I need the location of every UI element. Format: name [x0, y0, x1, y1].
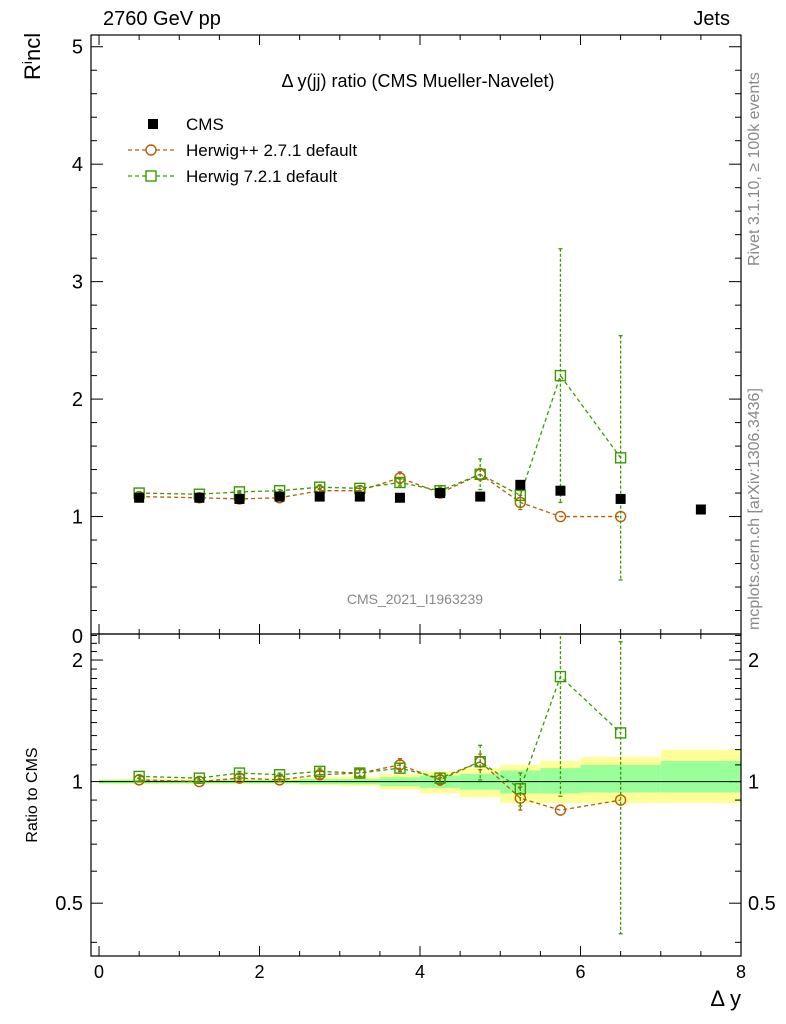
herwig7-ratio-point	[434, 772, 446, 784]
herwig7-ratio-point	[193, 772, 206, 784]
y-axis-title-part: R	[20, 64, 45, 80]
cms-top-point	[394, 492, 405, 503]
cms-top-point	[354, 491, 365, 502]
band-green-segment	[660, 760, 741, 793]
herwigpp-top-line	[139, 473, 621, 518]
cms-top-point	[515, 479, 526, 490]
x-axis-title: Δ y	[710, 986, 741, 1011]
top-y-tick-label: 4	[72, 154, 83, 176]
cms-top-point	[234, 493, 245, 504]
bottom-y-tick-label-left: 0.5	[55, 893, 83, 915]
herwig7-ratio-group	[133, 634, 627, 935]
herwigpp-top-point	[554, 510, 567, 523]
bottom-y-tick-label-right: 2	[748, 650, 759, 672]
herwig7-ratio-point	[474, 756, 486, 768]
herwig7-ratio-point	[233, 767, 246, 779]
legend-label: CMS	[186, 115, 224, 134]
cms-top-point	[274, 491, 285, 502]
cms-top-point	[435, 488, 446, 499]
herwigpp-ratio-point	[614, 794, 627, 806]
x-tick-label: 4	[415, 962, 425, 982]
herwig7-ratio-point	[394, 762, 406, 774]
bottom-y-axis-title: Ratio to CMS	[24, 747, 41, 842]
bottom-y-tick-label-left: 2	[72, 650, 83, 672]
herwig7-top-line	[139, 374, 622, 497]
mcplots-reference-label: mcplots.cern.ch [arXiv:1306.3436]	[746, 388, 763, 630]
y-axis-title-part: ncl	[20, 33, 45, 61]
y-axis-title-part: i	[19, 61, 35, 64]
plot-title: Δ y(jj) ratio (CMS Mueller-Navelet)	[281, 71, 554, 91]
cms-top-point	[314, 491, 325, 502]
top-y-tick-label-zero: 0	[72, 626, 83, 648]
x-tick-label: 0	[94, 962, 104, 982]
top-y-tick-label: 1	[72, 507, 83, 529]
rivet-version-label: Rivet 3.1.10, ≥ 100k events	[746, 72, 763, 266]
herwig7-ratio-point	[514, 783, 527, 795]
bottom-y-tick-label-right: 1	[748, 772, 759, 794]
herwig7-ratio-point	[314, 765, 326, 778]
cms-top-group	[134, 479, 706, 515]
legend-marker-square	[145, 170, 157, 182]
herwig7-top-point	[554, 369, 567, 382]
legend-label: Herwig 7.2.1 default	[186, 167, 337, 186]
header-left-label: 2760 GeV pp	[103, 8, 221, 30]
top-y-tick-label: 2	[72, 389, 83, 411]
x-tick-label: 6	[575, 962, 585, 982]
legend-label: Herwig++ 2.7.1 default	[186, 141, 357, 160]
herwig7-ratio-point	[354, 767, 366, 779]
cms-top-point	[555, 485, 566, 496]
cms-top-point	[475, 491, 486, 502]
herwigpp-top-group	[133, 467, 627, 523]
header-right-label: Jets	[693, 8, 730, 30]
herwig7-ratio-point	[554, 670, 567, 683]
bottom-y-tick-label-left: 1	[72, 772, 83, 794]
bottom-panel-frame	[90, 633, 742, 957]
herwig7-top-group	[133, 248, 627, 581]
herwig7-top-point	[474, 468, 486, 480]
x-tick-label: 8	[736, 962, 746, 982]
herwig7-ratio-point	[133, 770, 145, 783]
legend-marker-cms	[148, 119, 158, 129]
cms-top-point	[134, 492, 145, 503]
cms-top-point	[695, 504, 706, 515]
top-y-axis-title: Rincl	[19, 33, 45, 80]
herwig7-ratio-line	[139, 675, 622, 790]
analysis-watermark: CMS_2021_I1963239	[347, 591, 483, 607]
herwig7-top-point	[394, 476, 406, 489]
x-tick-label: 2	[255, 962, 265, 982]
herwigpp-ratio-point	[554, 804, 567, 816]
bottom-y-tick-label-right: 0.5	[748, 893, 776, 915]
herwig7-ratio-point	[273, 769, 286, 781]
cms-top-point	[615, 493, 626, 504]
ratio-bands	[99, 749, 741, 804]
herwig7-top-point	[514, 489, 527, 502]
legend-marker-circle	[145, 144, 157, 156]
herwig7-top-point	[614, 452, 627, 464]
cms-top-point	[194, 492, 205, 503]
top-y-tick-label: 5	[72, 37, 83, 59]
herwig7-ratio-point	[614, 727, 627, 739]
herwigpp-ratio-line	[139, 760, 621, 811]
top-y-tick-label: 3	[72, 272, 83, 294]
